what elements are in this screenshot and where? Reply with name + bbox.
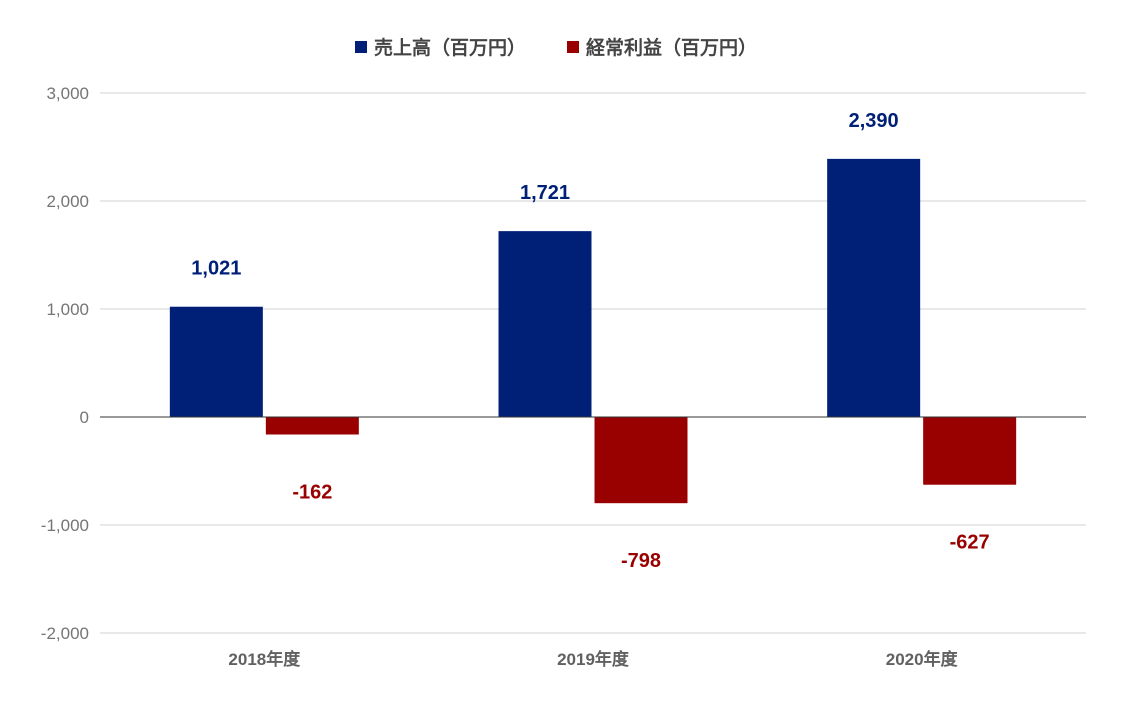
bar-sales xyxy=(827,158,921,417)
y-tick-label: -1,000 xyxy=(41,516,89,535)
x-tick-label: 2020年度 xyxy=(886,649,959,669)
y-tick-label: -2,000 xyxy=(41,624,89,643)
data-label: 2,390 xyxy=(849,110,899,132)
x-axis-ticks: 2018年度 2019年度 2020年度 xyxy=(228,649,958,669)
y-axis-ticks: 3,000 2,000 1,000 0 -1,000 -2,000 xyxy=(41,84,89,643)
data-label: -162 xyxy=(292,481,332,503)
bar-sales xyxy=(498,231,592,417)
data-label: 1,721 xyxy=(520,182,570,204)
y-tick-label: 2,000 xyxy=(46,192,89,211)
data-label: 1,021 xyxy=(191,258,241,280)
y-tick-label: 0 xyxy=(80,408,89,427)
x-tick-label: 2018年度 xyxy=(228,649,301,669)
gridlines xyxy=(100,92,1086,634)
y-tick-label: 1,000 xyxy=(46,300,89,319)
x-tick-label: 2019年度 xyxy=(557,649,630,669)
bar-profit xyxy=(923,417,1017,485)
bars xyxy=(169,158,1017,504)
legend: 売上高（百万円） 経常利益（百万円） xyxy=(355,36,757,59)
data-label: -627 xyxy=(950,532,990,554)
bar-sales xyxy=(169,306,263,417)
legend-label: 経常利益（百万円） xyxy=(586,36,757,59)
legend-swatch xyxy=(567,41,579,53)
bar-profit xyxy=(265,417,359,435)
legend-swatch xyxy=(355,41,367,53)
legend-label: 売上高（百万円） xyxy=(374,36,526,59)
data-labels: 1,021 1,721 2,390 -162 -798 -627 xyxy=(191,110,989,572)
y-tick-label: 3,000 xyxy=(46,84,89,103)
bar-profit xyxy=(594,417,688,504)
data-label: -798 xyxy=(621,550,661,572)
